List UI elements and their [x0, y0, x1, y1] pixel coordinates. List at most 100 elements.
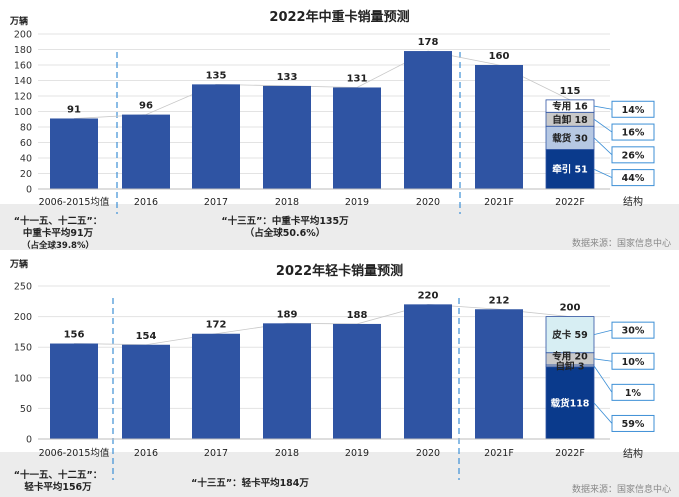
structure-box	[611, 146, 655, 164]
data-source: 数据来源：国家信息中心	[571, 485, 671, 495]
structure-percent: 10%	[622, 357, 645, 368]
chart-panel-light-truck: 2022年轻卡销量预测 万辆 0 50 100 150 200 250 156 2006-20…	[0, 250, 679, 497]
structure-percent: 16%	[622, 128, 645, 139]
data-label: 189	[277, 309, 298, 320]
bar	[263, 85, 311, 189]
segment-label: 专用 16	[552, 101, 588, 113]
bar-chart-medium-heavy-truck: 0 20 40 60 80 100 120 140 160 180 200 91 2006-2015均值…	[14, 30, 655, 214]
structure-box	[611, 123, 655, 141]
structure-box	[611, 321, 655, 339]
y-tick-label: 120	[14, 92, 32, 103]
structure-box	[611, 169, 655, 187]
x-tick-label: 2022F	[555, 448, 585, 459]
structure-percent: 1%	[625, 388, 642, 399]
y-tick-label: 100	[14, 373, 32, 384]
structure-percent: 59%	[622, 419, 645, 430]
data-label: 220	[418, 290, 439, 301]
structure-connector	[593, 105, 613, 110]
structure-connector	[593, 358, 613, 362]
structure-percent: 14%	[622, 105, 645, 116]
bar	[192, 84, 240, 189]
x-tick-label: 2017	[204, 197, 228, 208]
note-line: 轻卡平均156万	[24, 482, 92, 493]
segment-label: 自卸 18	[552, 114, 588, 126]
data-label: 96	[139, 101, 153, 112]
data-label: 178	[418, 37, 439, 48]
x-tick-label: 2022F	[555, 197, 585, 208]
note-13th-five-year-plan: “十三五”：中重卡平均135万 （占全球50.6%）	[205, 216, 365, 240]
bar	[122, 344, 170, 439]
y-tick-label: 20	[20, 169, 32, 180]
structure-label: 结构	[623, 195, 643, 208]
bar	[333, 323, 381, 439]
data-label: 188	[347, 310, 368, 321]
x-tick-label: 2016	[134, 448, 158, 459]
bar	[404, 51, 452, 189]
segment-label: 自卸 3	[556, 360, 585, 372]
bar	[475, 309, 523, 439]
bar	[263, 323, 311, 439]
bar	[50, 118, 98, 189]
segment-label: 皮卡 59	[551, 329, 588, 341]
x-tick-label: 2020	[416, 197, 440, 208]
data-label: 172	[206, 320, 227, 331]
y-tick-label: 0	[26, 435, 32, 446]
bar	[192, 333, 240, 439]
y-tick-label: 250	[14, 282, 32, 293]
structure-box	[611, 100, 655, 118]
trend-line	[73, 303, 571, 346]
segment-label: 载货118	[551, 397, 590, 409]
bar-chart-light-truck: 0 50 100 150 200 250 156 2006-2015均值 154 2016 172 2…	[14, 282, 655, 480]
data-label: 115	[560, 86, 581, 97]
structure-percent: 44%	[622, 173, 645, 184]
y-tick-label: 140	[14, 76, 32, 87]
structure-connector	[593, 137, 613, 156]
x-tick-label: 2017	[204, 448, 228, 459]
y-tick-label: 100	[14, 107, 32, 118]
y-tick-label: 200	[14, 30, 32, 41]
x-tick-label: 2006-2015均值	[39, 447, 110, 459]
y-tick-label: 200	[14, 312, 32, 323]
note-line: “十三五”：轻卡平均184万	[191, 478, 309, 489]
note-line: 中重卡平均91万	[22, 228, 94, 239]
data-label: 212	[489, 295, 510, 306]
note-line: “十一五、十二五”：	[13, 470, 103, 481]
note-line: （占全球50.6%）	[244, 228, 326, 239]
structure-connector	[593, 365, 613, 393]
x-tick-label: 2021F	[484, 448, 514, 459]
y-axis-unit: 万辆	[10, 17, 29, 27]
y-tick-label: 80	[20, 123, 32, 134]
structure-percent: 30%	[622, 326, 645, 337]
y-tick-label: 150	[14, 343, 32, 354]
data-label: 91	[67, 104, 81, 115]
x-tick-label: 2016	[134, 197, 158, 208]
data-label: 154	[136, 331, 157, 342]
data-source: 数据来源：国家信息中心	[571, 239, 671, 249]
x-tick-label: 2020	[416, 448, 440, 459]
structure-box	[611, 383, 655, 401]
x-tick-label: 2018	[275, 448, 299, 459]
trend-line	[73, 50, 571, 119]
data-label: 133	[277, 72, 298, 83]
bar	[122, 114, 170, 189]
x-tick-label: 2019	[345, 448, 369, 459]
structure-connector	[593, 402, 613, 424]
y-tick-label: 180	[14, 45, 32, 56]
y-tick-label: 0	[26, 185, 32, 196]
note-11th-12th-five-year-plan: “十一五、十二五”： 轻卡平均156万	[8, 470, 108, 494]
structure-box	[611, 352, 655, 370]
bar	[404, 304, 452, 439]
structure-connector	[593, 168, 613, 178]
data-label: 200	[560, 303, 581, 314]
y-tick-label: 50	[20, 404, 32, 415]
segment-label: 载货 30	[552, 132, 588, 144]
note-line: “十一五、十二五”：	[13, 216, 103, 227]
note-line: （占全球39.8%）	[22, 241, 94, 251]
y-tick-label: 160	[14, 61, 32, 72]
chart-panel-medium-heavy-truck: 2022年中重卡销量预测 万辆 0 20 40 60 80 100 120 140 160 180…	[0, 10, 679, 252]
note-11th-12th-five-year-plan: “十一五、十二五”： 中重卡平均91万 （占全球39.8%）	[8, 216, 108, 252]
structure-label: 结构	[623, 447, 643, 460]
chart-footer-background	[0, 204, 679, 250]
data-label: 160	[489, 51, 510, 62]
x-tick-label: 2021F	[484, 197, 514, 208]
